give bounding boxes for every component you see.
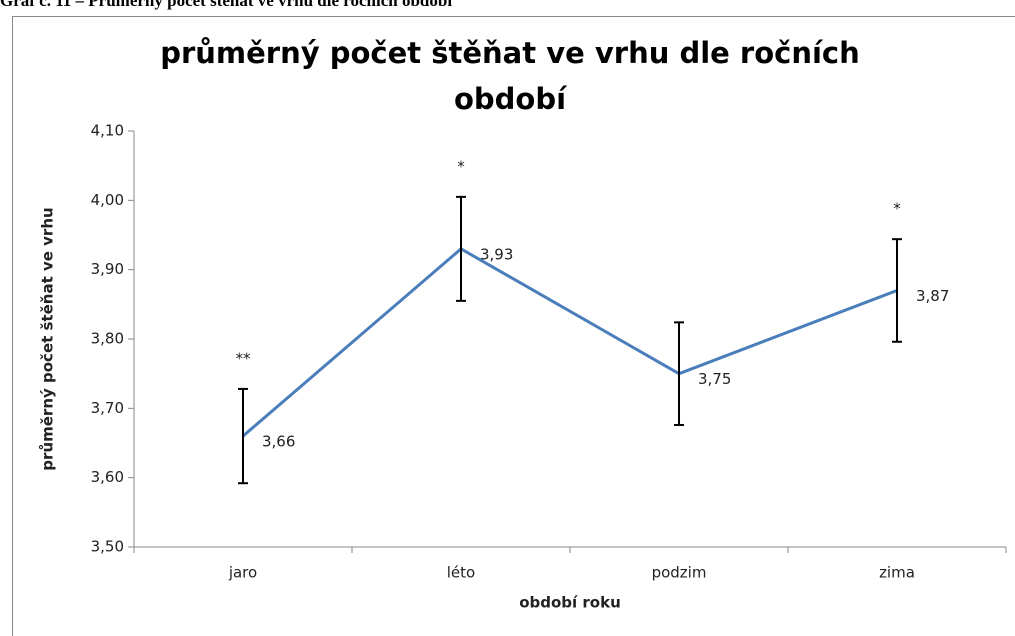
x-tick-label: jaro	[228, 564, 257, 582]
x-tick-label: zima	[879, 564, 915, 582]
y-tick-label: 3,80	[91, 330, 124, 348]
chart-title: průměrný počet štěňat ve vrhu dle ročníc…	[160, 36, 860, 116]
y-tick-label: 4,00	[91, 191, 124, 209]
y-tick-label: 3,60	[91, 468, 124, 486]
significance-mark: *	[457, 157, 465, 175]
x-tick-label: podzim	[652, 564, 707, 582]
y-tick-label: 3,90	[91, 260, 124, 278]
caption: Graf č. 11 – Průměrný počet štěňat ve vr…	[0, 0, 453, 10]
series-line	[242, 247, 898, 438]
data-label: 3,93	[480, 245, 513, 263]
x-axis-label: období roku	[519, 594, 621, 612]
significance-mark: **	[236, 349, 252, 367]
chart-frame	[12, 16, 1015, 636]
y-tick-label: 3,50	[91, 538, 124, 556]
x-tick-label: léto	[447, 564, 475, 582]
data-label: 3,66	[262, 433, 295, 451]
y-tick-label: 3,70	[91, 399, 124, 417]
y-tick-label: 4,10	[91, 122, 124, 140]
significance-mark: *	[893, 200, 901, 218]
data-label: 3,87	[916, 287, 949, 305]
y-axis-label: průměrný počet štěňat ve vrhu	[39, 207, 57, 470]
data-label: 3,75	[698, 370, 731, 388]
